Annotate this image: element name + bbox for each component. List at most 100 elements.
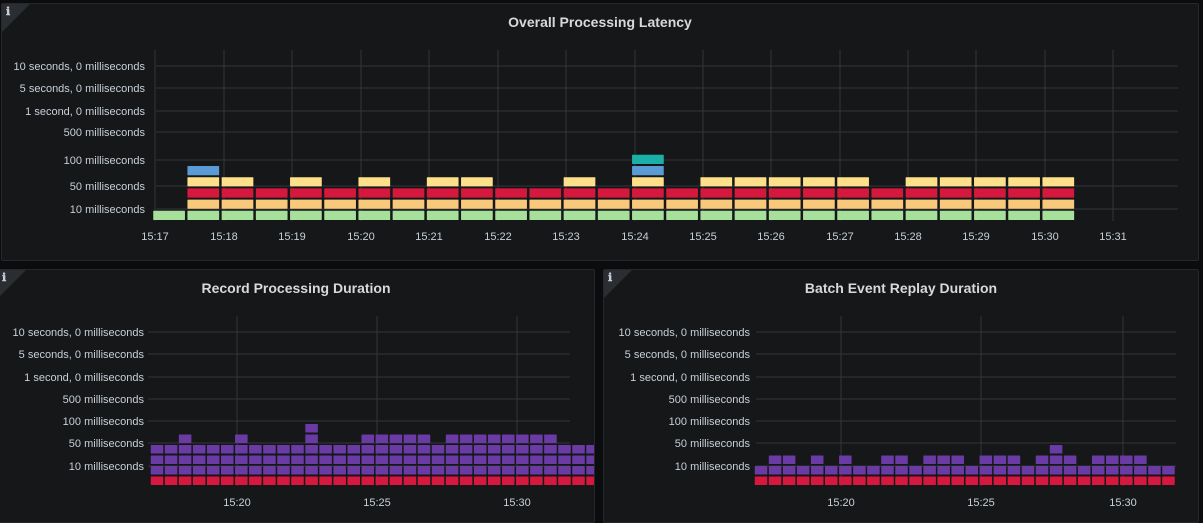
heatmap-cell bbox=[768, 210, 801, 220]
heatmap-cell bbox=[734, 210, 767, 220]
heatmap-cell bbox=[150, 445, 164, 454]
heatmap-cell bbox=[417, 466, 431, 475]
heatmap-cell bbox=[417, 434, 431, 443]
x-tick-label: 15:28 bbox=[894, 231, 922, 243]
heatmap-cell bbox=[825, 466, 838, 475]
heatmap-cell bbox=[909, 476, 922, 485]
heatmap-cell bbox=[974, 210, 1006, 220]
x-tick-label: 15:31 bbox=[1099, 231, 1127, 243]
heatmap-cell bbox=[881, 476, 894, 485]
heatmap-cell bbox=[1008, 199, 1040, 209]
heatmap-cell bbox=[277, 455, 290, 464]
panel-title[interactable]: Overall Processing Latency bbox=[508, 14, 692, 30]
heatmap-cell bbox=[305, 455, 318, 464]
heatmap-cell bbox=[563, 199, 596, 209]
heatmap-cell bbox=[1106, 455, 1119, 464]
x-tick-label: 15:25 bbox=[689, 231, 717, 243]
heatmap-cell bbox=[502, 434, 515, 443]
heatmap-cell bbox=[389, 476, 403, 485]
heatmap-cell bbox=[333, 476, 346, 485]
heatmap-cell bbox=[459, 434, 473, 443]
y-tick-label: 10 milliseconds bbox=[675, 461, 751, 473]
heatmap-cell bbox=[417, 476, 431, 485]
x-tick-label: 15:25 bbox=[363, 497, 391, 509]
heatmap-cell bbox=[529, 199, 562, 209]
heatmap-cell bbox=[426, 188, 459, 198]
heatmap-cell bbox=[544, 476, 557, 485]
y-tick-label: 5 seconds, 0 milliseconds bbox=[625, 349, 751, 361]
heatmap-cell bbox=[1042, 177, 1075, 187]
heatmap-cell bbox=[164, 455, 178, 464]
heatmap-cell bbox=[487, 434, 501, 443]
heatmap-cell bbox=[431, 466, 445, 475]
panel-info-corner[interactable] bbox=[604, 270, 632, 298]
panel-info-corner[interactable] bbox=[2, 4, 30, 32]
heatmap-cell bbox=[495, 210, 527, 220]
panel-info-corner[interactable] bbox=[0, 270, 26, 298]
heatmap-cell bbox=[965, 476, 979, 485]
heatmap-cell bbox=[632, 177, 664, 187]
heatmap-cell bbox=[1077, 476, 1091, 485]
heatmap-cell bbox=[1077, 466, 1091, 475]
heatmap-cell bbox=[586, 476, 594, 485]
y-tick-label: 500 milliseconds bbox=[669, 394, 751, 406]
x-tick-label: 15:18 bbox=[210, 231, 238, 243]
heatmap-cell bbox=[187, 166, 220, 176]
panel-title[interactable]: Batch Event Replay Duration bbox=[804, 280, 998, 296]
y-tick-label: 500 milliseconds bbox=[64, 127, 146, 139]
heatmap-cell bbox=[235, 466, 248, 475]
x-tick-label: 15:20 bbox=[347, 231, 375, 243]
heatmap-cell bbox=[632, 210, 664, 220]
heatmap-cell bbox=[632, 188, 664, 198]
heatmap-cell bbox=[586, 445, 594, 454]
heatmap-cell bbox=[487, 476, 501, 485]
heatmap-cell bbox=[1148, 476, 1161, 485]
heatmap-cell bbox=[431, 445, 445, 454]
x-tick-label: 15:27 bbox=[826, 231, 854, 243]
heatmap-cell bbox=[375, 466, 389, 475]
heatmap-cell bbox=[1042, 199, 1075, 209]
heatmap-cell bbox=[666, 210, 698, 220]
heatmap-cell bbox=[768, 188, 801, 198]
heatmap-cell bbox=[895, 455, 908, 464]
heatmap-cell bbox=[319, 466, 332, 475]
info-icon[interactable]: ℹ bbox=[608, 271, 613, 284]
heatmap-cell bbox=[666, 199, 698, 209]
info-icon[interactable]: ℹ bbox=[6, 5, 11, 18]
heatmap-cell bbox=[333, 445, 346, 454]
heatmap-cell bbox=[235, 455, 248, 464]
heatmap-cell bbox=[206, 476, 220, 485]
heatmap-cell bbox=[871, 188, 904, 198]
x-tick-label: 15:24 bbox=[621, 231, 649, 243]
y-tick-label: 10 seconds, 0 milliseconds bbox=[13, 327, 145, 339]
heatmap-cell bbox=[164, 466, 178, 475]
heatmap-chart: 10 milliseconds 50 milliseconds 100 millis… bbox=[619, 316, 1176, 509]
heatmap-cell bbox=[487, 445, 501, 454]
heatmap-cell bbox=[459, 445, 473, 454]
heatmap-cell bbox=[965, 466, 979, 475]
heatmap-cell bbox=[979, 466, 993, 475]
heatmap-cell bbox=[867, 476, 880, 485]
heatmap-cell bbox=[1134, 466, 1147, 475]
heatmap-cell bbox=[1091, 476, 1105, 485]
info-icon[interactable]: ℹ bbox=[2, 271, 7, 284]
heatmap-cell bbox=[206, 466, 220, 475]
heatmap-cell bbox=[358, 199, 391, 209]
heatmap-cell bbox=[389, 445, 403, 454]
heatmap-cell bbox=[734, 177, 767, 187]
heatmap-cell bbox=[632, 154, 664, 164]
heatmap-cell bbox=[837, 199, 869, 209]
heatmap-cell bbox=[1021, 466, 1035, 475]
heatmap-cell bbox=[249, 466, 262, 475]
heatmap-cell bbox=[417, 445, 431, 454]
heatmap-cell bbox=[319, 455, 332, 464]
heatmap-cell bbox=[544, 434, 557, 443]
heatmap-cell bbox=[495, 199, 527, 209]
x-tick-label: 15:20 bbox=[223, 497, 251, 509]
heatmap-cell bbox=[939, 188, 972, 198]
heatmap-cell bbox=[1162, 466, 1175, 475]
heatmap-cell bbox=[473, 476, 487, 485]
panel-title[interactable]: Record Processing Duration bbox=[201, 280, 391, 296]
y-tick-label: 10 milliseconds bbox=[69, 461, 145, 473]
heatmap-cell bbox=[782, 466, 796, 475]
